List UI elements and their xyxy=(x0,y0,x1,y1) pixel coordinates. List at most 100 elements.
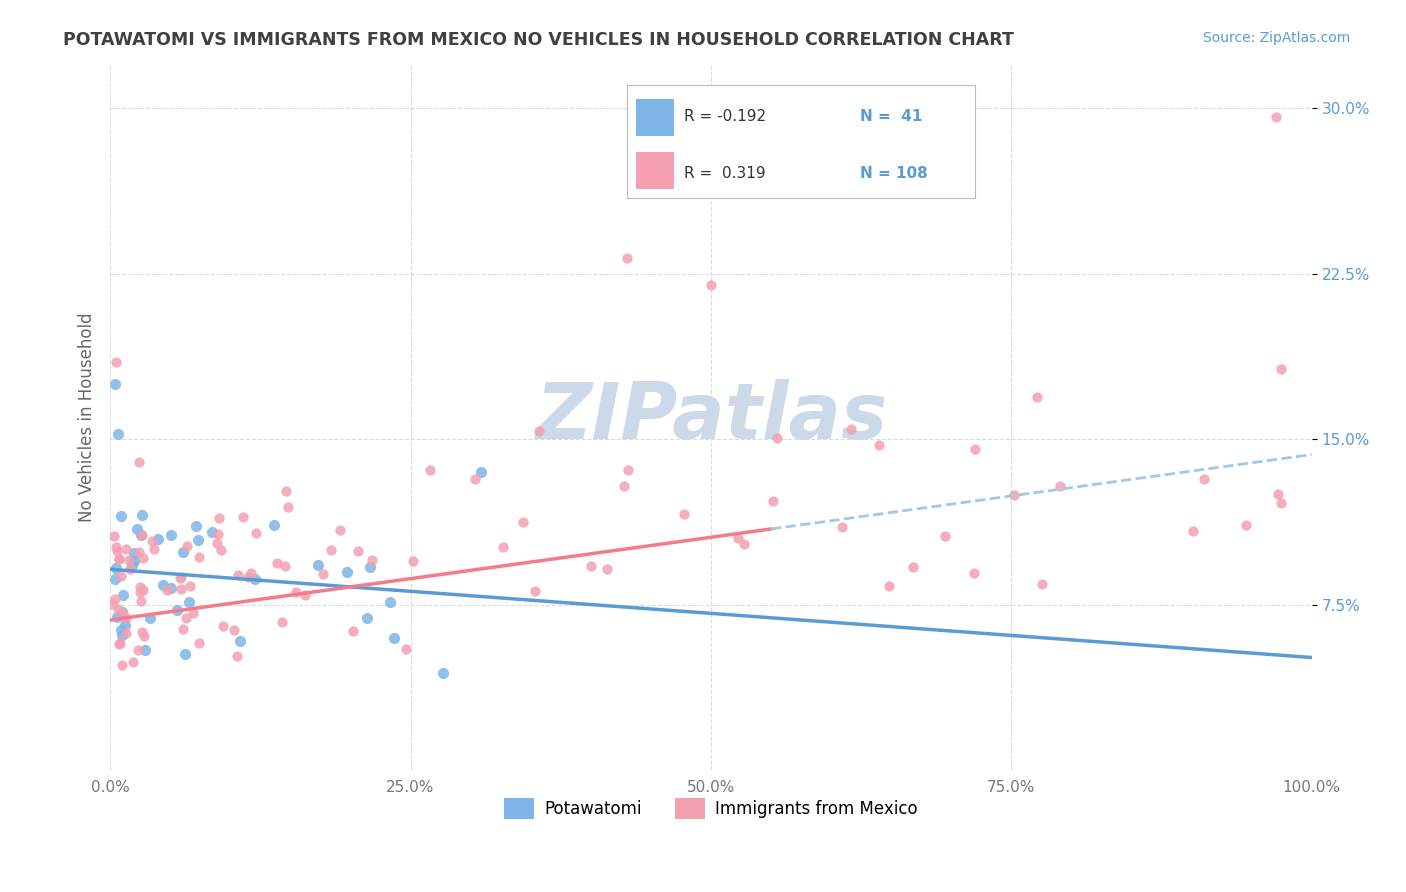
Point xyxy=(839,422,862,436)
Point xyxy=(112,606,135,620)
Point xyxy=(276,484,298,499)
Point xyxy=(176,540,198,554)
Point xyxy=(395,642,418,657)
Point xyxy=(342,624,364,638)
Point xyxy=(263,517,285,532)
Point xyxy=(118,552,141,566)
Point xyxy=(141,534,163,549)
Point xyxy=(127,642,149,657)
Point xyxy=(243,572,266,586)
Point xyxy=(121,558,143,572)
Point xyxy=(115,541,138,556)
Point xyxy=(868,438,890,452)
Point xyxy=(115,611,138,625)
Point xyxy=(146,532,169,546)
Point xyxy=(188,636,211,650)
Point xyxy=(107,426,129,441)
Point xyxy=(245,525,267,540)
Point xyxy=(179,579,201,593)
Point xyxy=(122,655,145,669)
Point xyxy=(212,619,235,633)
Text: POTAWATOMI VS IMMIGRANTS FROM MEXICO NO VEHICLES IN HOUSEHOLD CORRELATION CHART: POTAWATOMI VS IMMIGRANTS FROM MEXICO NO … xyxy=(63,31,1014,49)
Point xyxy=(523,583,546,598)
Point xyxy=(128,580,150,594)
Point xyxy=(1270,496,1292,510)
Point xyxy=(307,558,329,572)
Point xyxy=(934,529,956,543)
Point xyxy=(346,544,368,558)
Point xyxy=(700,277,723,292)
Point xyxy=(581,559,603,574)
Point xyxy=(762,493,785,508)
Point xyxy=(432,665,454,680)
Point xyxy=(131,508,153,522)
Point xyxy=(274,558,297,573)
Point xyxy=(103,529,125,543)
Point xyxy=(104,572,127,586)
Point xyxy=(209,543,232,558)
Point xyxy=(152,578,174,592)
Point xyxy=(110,569,132,583)
Point xyxy=(783,178,806,193)
Point xyxy=(1192,472,1215,486)
Point xyxy=(108,636,131,650)
Point xyxy=(159,581,181,595)
Point xyxy=(128,545,150,559)
Point xyxy=(673,507,696,521)
Point xyxy=(222,623,245,637)
Point xyxy=(128,455,150,469)
Point xyxy=(127,522,149,536)
Point xyxy=(104,592,127,607)
Point xyxy=(240,566,263,580)
Point xyxy=(1031,576,1053,591)
Point xyxy=(105,610,128,624)
Point xyxy=(595,562,617,576)
Point xyxy=(111,627,134,641)
Point xyxy=(105,355,128,369)
Point xyxy=(361,553,384,567)
Point xyxy=(831,520,853,534)
Point xyxy=(142,541,165,556)
Point xyxy=(134,643,156,657)
Point xyxy=(170,570,193,584)
Point xyxy=(1267,487,1289,501)
Point xyxy=(228,634,250,648)
Point xyxy=(201,525,224,540)
Point xyxy=(173,647,195,661)
Text: Source: ZipAtlas.com: Source: ZipAtlas.com xyxy=(1202,31,1350,45)
Point xyxy=(132,629,155,643)
Point xyxy=(110,624,132,638)
Point xyxy=(131,594,153,608)
Point xyxy=(108,552,131,566)
Point xyxy=(108,552,131,566)
Point xyxy=(184,518,207,533)
Point xyxy=(156,582,179,597)
Point xyxy=(356,611,378,625)
Point xyxy=(617,463,640,477)
Point xyxy=(271,615,294,630)
Point xyxy=(492,540,515,554)
Point xyxy=(464,472,486,486)
Point xyxy=(1002,488,1025,502)
Point xyxy=(402,554,425,568)
Point xyxy=(108,636,131,650)
Point xyxy=(181,606,204,620)
Point xyxy=(110,508,132,523)
Point xyxy=(205,536,228,550)
Point xyxy=(111,605,134,619)
Point xyxy=(104,561,127,575)
Point xyxy=(419,463,441,477)
Point xyxy=(733,537,755,551)
Legend: Potawatomi, Immigrants from Mexico: Potawatomi, Immigrants from Mexico xyxy=(498,791,924,825)
Point xyxy=(378,595,401,609)
Point xyxy=(236,570,259,584)
Point xyxy=(765,431,787,445)
Point xyxy=(1264,110,1286,124)
Point xyxy=(111,657,134,672)
Point xyxy=(100,597,122,611)
Point xyxy=(176,611,198,625)
Point xyxy=(104,376,127,391)
Point xyxy=(1025,390,1047,404)
Point xyxy=(529,424,551,438)
Point xyxy=(312,567,335,582)
